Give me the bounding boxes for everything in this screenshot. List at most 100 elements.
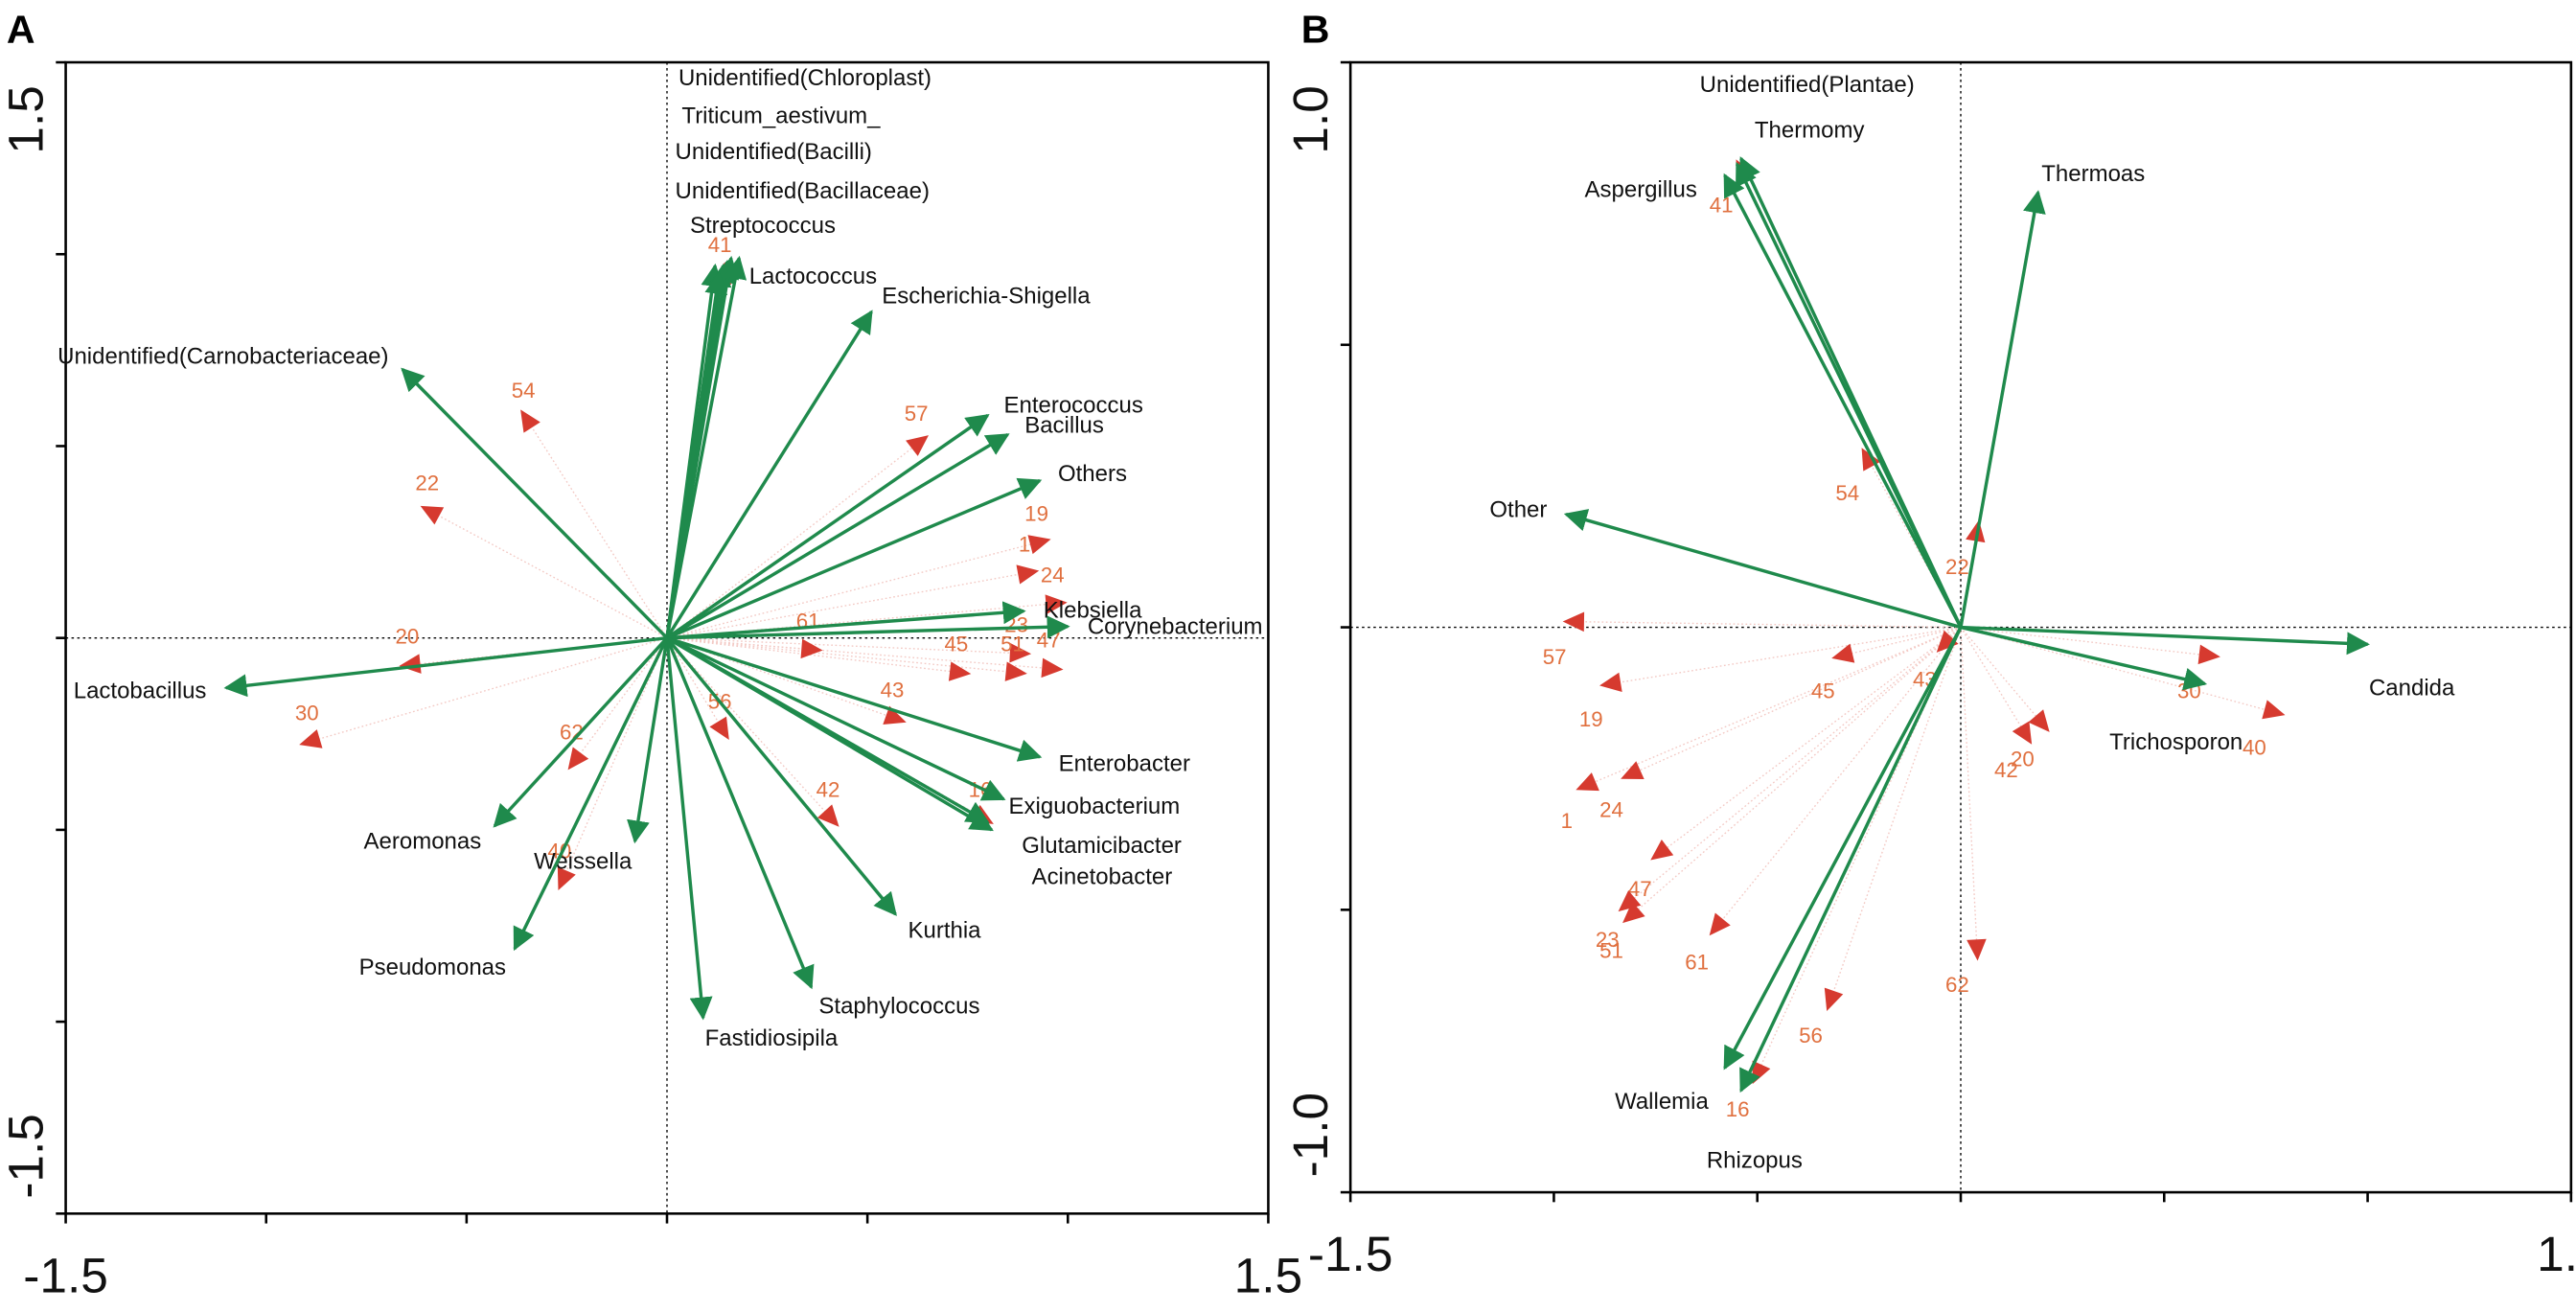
- panel-label: A: [7, 8, 35, 52]
- sample-marker: [299, 729, 323, 748]
- loading-arrow: [1739, 626, 1963, 1093]
- sample-label: 62: [1945, 973, 1969, 997]
- loading-arrow: [666, 636, 1043, 762]
- sample-ray: [1829, 627, 1962, 1001]
- arrow-label: Thermoas: [2041, 161, 2145, 187]
- sample-ray: [1610, 626, 1962, 685]
- arrow-label: Other: [1489, 497, 1547, 523]
- sample-marker: [1621, 761, 1644, 780]
- sample-marker: [567, 747, 589, 771]
- sample-marker: [520, 409, 540, 433]
- sample-marker: [2197, 644, 2220, 665]
- loading-arrow: [666, 636, 994, 832]
- sample-marker: [800, 638, 823, 659]
- sample-marker: [1016, 564, 1040, 585]
- sample-label: 56: [1799, 1024, 1823, 1047]
- sample-label: 24: [1041, 563, 1065, 587]
- x-tick-label: 1.5: [2537, 1226, 2576, 1281]
- loading-arrow: [493, 636, 669, 828]
- sample-label: 1: [1561, 809, 1573, 833]
- sample-label: 16: [1726, 1097, 1750, 1121]
- loading-arrow: [223, 635, 668, 698]
- sample-marker: [1599, 672, 1622, 693]
- y-tick-label: -1.0: [1282, 1093, 1338, 1177]
- arrow-label: Aspergillus: [1585, 176, 1697, 202]
- y-tick-label: 1.5: [0, 85, 54, 153]
- arrow-label: Staphylococcus: [818, 994, 979, 1020]
- sample-marker: [883, 705, 907, 725]
- sample-marker: [2028, 709, 2050, 732]
- loading-arrow: [666, 601, 1026, 640]
- arrow-label: Trichosporon: [2109, 729, 2242, 755]
- loading-arrow: [665, 255, 748, 638]
- sample-label: 54: [512, 379, 536, 403]
- sample-label: 42: [816, 778, 840, 802]
- sample-label: 24: [1599, 797, 1623, 821]
- sample-label: 19: [1579, 707, 1603, 731]
- loading-arrow: [1739, 156, 1963, 629]
- arrow-label: Lactococcus: [749, 264, 877, 289]
- arrow-label: Enterococcus: [1004, 392, 1143, 418]
- sample-ray: [1960, 627, 2027, 735]
- sample-ray: [666, 637, 724, 731]
- sample-marker: [1004, 661, 1027, 681]
- sample-ray: [1586, 626, 1962, 787]
- arrow-label: Exiguobacterium: [1009, 794, 1181, 819]
- sample-label: 20: [2011, 747, 2035, 771]
- sample-label: 57: [1543, 645, 1567, 669]
- sample-label: 45: [1811, 679, 1835, 703]
- sample-label: 23: [1596, 928, 1620, 952]
- sample-label: 42: [1994, 758, 2018, 782]
- x-tick-label: -1.5: [23, 1248, 108, 1303]
- sample-marker: [709, 716, 729, 741]
- sample-marker: [1861, 448, 1881, 472]
- sample-label: 41: [1710, 194, 1734, 218]
- loading-arrow: [1960, 625, 2370, 656]
- loading-arrow: [513, 636, 669, 952]
- sample-ray: [1960, 627, 1978, 950]
- sample-ray: [666, 602, 1056, 639]
- arrow-label: Glutamicibacter: [1022, 833, 1182, 859]
- y-tick-label: -1.5: [0, 1114, 54, 1198]
- arrow-label: Pseudomonas: [359, 955, 506, 980]
- loading-arrow: [666, 432, 1010, 640]
- loading-arrow: [627, 637, 669, 844]
- arrow-label: Unidentified(Carnobacteriaceae): [58, 343, 388, 369]
- sample-label: 41: [708, 233, 732, 257]
- sample-label: 47: [1037, 628, 1061, 652]
- arrow-label: Kurthia: [908, 917, 982, 943]
- sample-ray: [666, 571, 1028, 639]
- sample-ray: [666, 441, 920, 639]
- sample-marker: [906, 435, 929, 456]
- sample-marker: [399, 654, 422, 674]
- sample-label: 40: [2242, 735, 2266, 759]
- sample-ray: [666, 541, 1041, 639]
- arrow-label: Bacillus: [1024, 412, 1104, 438]
- sample-label: 19: [1024, 501, 1048, 525]
- arrow-label: Unidentified(Bacillaceae): [676, 178, 930, 204]
- sample-ray: [1659, 627, 1962, 854]
- arrow-label: Escherichia-Shigella: [882, 283, 1091, 309]
- loading-arrow: [1960, 625, 2208, 691]
- sample-ray: [666, 636, 1052, 670]
- loading-arrow: [665, 637, 713, 1021]
- loading-arrow: [665, 310, 873, 639]
- arrow-label: Streptococcus: [690, 213, 836, 239]
- arrow-label: Candida: [2369, 676, 2455, 702]
- arrow-label: Unidentified(Chloroplast): [678, 65, 932, 91]
- loading-arrow: [401, 367, 669, 639]
- panel: -1.51.5-1.01.041542257304045431942201244…: [1282, 60, 2576, 1281]
- sample-marker: [816, 804, 840, 827]
- sample-marker: [420, 505, 445, 525]
- sample-ray: [666, 637, 896, 720]
- sample-marker: [2012, 721, 2033, 745]
- arrow-label: Aeromonas: [364, 829, 482, 855]
- sample-ray: [1960, 626, 2275, 713]
- sample-ray: [666, 636, 960, 674]
- sample-label: 1: [1019, 532, 1030, 556]
- sample-marker: [1576, 772, 1599, 792]
- sample-label: 57: [905, 402, 929, 426]
- sample-ray: [1715, 627, 1962, 928]
